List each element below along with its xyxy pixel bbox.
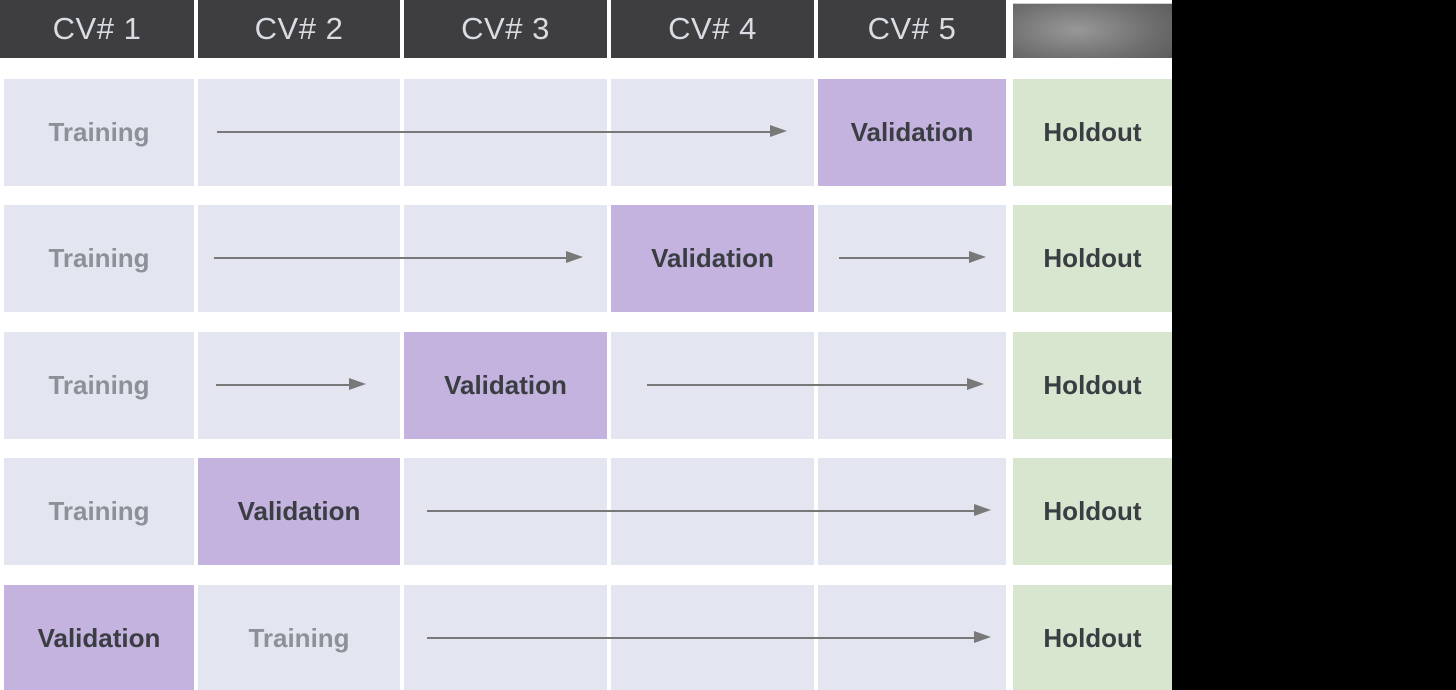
header-cell-cv2: CV# 2	[198, 0, 400, 58]
cv-split-row-1: Training Validation Holdout	[0, 79, 1172, 186]
holdout-cell: Holdout	[1013, 458, 1172, 565]
validation-cell: Validation	[4, 585, 194, 690]
holdout-cell: Holdout	[1013, 585, 1172, 690]
validation-cell: Validation	[611, 205, 814, 312]
holdout-cell: Holdout	[1013, 332, 1172, 439]
training-cell: Training	[4, 205, 194, 312]
header-cell-cv3: CV# 3	[404, 0, 607, 58]
header-cell-holdout-gradient	[1013, 3, 1172, 58]
cv-split-row-2: Training Validation Holdout	[0, 205, 1172, 312]
training-cell: Training	[198, 585, 400, 690]
training-flow-arrow-icon	[839, 251, 986, 263]
training-flow-arrow-icon	[647, 378, 984, 390]
training-flow-arrow-icon	[214, 251, 583, 263]
training-cell: Training	[4, 332, 194, 439]
offscreen-black-region	[1172, 0, 1456, 690]
cv-split-row-4: Training Validation Holdout	[0, 458, 1172, 565]
cv-header-row: CV# 1 CV# 2 CV# 3 CV# 4 CV# 5	[0, 0, 1172, 58]
training-cell: Training	[4, 458, 194, 565]
header-cell-cv4: CV# 4	[611, 0, 814, 58]
holdout-cell: Holdout	[1013, 79, 1172, 186]
training-flow-arrow-icon	[427, 504, 991, 516]
training-flow-arrow-icon	[427, 631, 991, 643]
header-cell-cv5: CV# 5	[818, 0, 1006, 58]
training-cell: Training	[4, 79, 194, 186]
holdout-cell: Holdout	[1013, 205, 1172, 312]
training-flow-arrow-icon	[217, 125, 787, 137]
validation-cell: Validation	[818, 79, 1006, 186]
header-cell-cv1: CV# 1	[0, 0, 194, 58]
cv-split-row-5: Validation Training Holdout	[0, 585, 1172, 690]
training-flow-arrow-icon	[216, 378, 366, 390]
validation-cell: Validation	[198, 458, 400, 565]
cv-split-row-3: Training Validation Holdout	[0, 332, 1172, 439]
validation-cell: Validation	[404, 332, 607, 439]
cv-holdout-diagram: CV# 1 CV# 2 CV# 3 CV# 4 CV# 5 Training V…	[0, 0, 1172, 690]
